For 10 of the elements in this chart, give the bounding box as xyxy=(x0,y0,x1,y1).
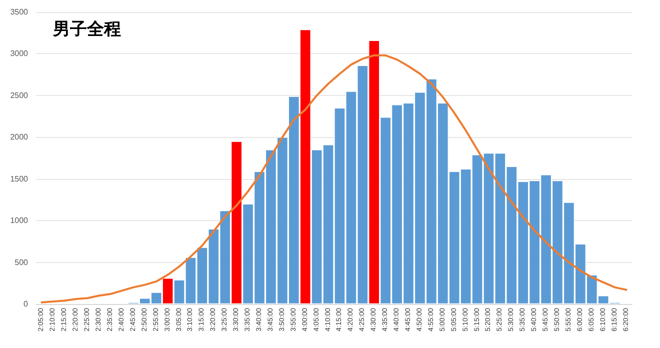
text: 男子全程 xyxy=(52,20,121,40)
y-tick-label: 500 xyxy=(14,258,29,267)
y-tick-label: 1000 xyxy=(10,216,29,226)
y-tick-label: 0 xyxy=(24,300,29,308)
y-tick-label: 3000 xyxy=(10,49,29,58)
y-tick-label: 2000 xyxy=(10,132,29,142)
line-series xyxy=(40,54,628,304)
y-tick-label: 3500 xyxy=(10,8,29,16)
y-tick-label: 2500 xyxy=(10,90,29,100)
y-tick-label: 1500 xyxy=(10,174,29,184)
